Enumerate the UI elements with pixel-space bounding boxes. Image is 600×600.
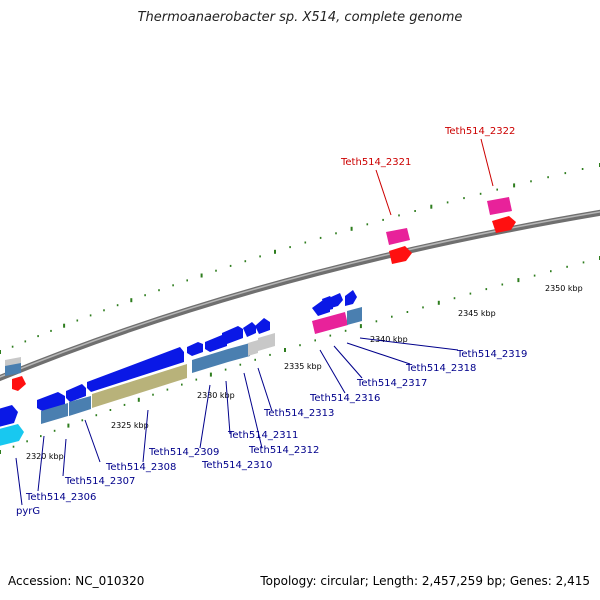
- scale-label-2345: 2345 kbp: [458, 309, 496, 318]
- gene-features: [0, 290, 362, 447]
- gene-feature-olive[interactable]: [92, 364, 187, 408]
- gene-labels: pyrG Teth514_2306 Teth514_2307 Teth514_2…: [16, 126, 527, 517]
- gene-label-teth514-2319[interactable]: Teth514_2319: [456, 349, 527, 360]
- leader-teth514-2318: [346, 342, 411, 365]
- gene-label-teth514-2307[interactable]: Teth514_2307: [64, 476, 135, 487]
- gene-label-pyrG[interactable]: pyrG: [16, 506, 40, 517]
- gene-label-teth514-2316[interactable]: Teth514_2316: [309, 393, 380, 404]
- scale-label-2325: 2325 kbp: [111, 421, 149, 430]
- gene-feature-magenta-1[interactable]: [312, 312, 348, 334]
- gene-feature-steel-1[interactable]: [41, 403, 68, 424]
- gene-label-teth514-2309[interactable]: Teth514_2309: [148, 447, 219, 458]
- leader-teth514-2308: [84, 419, 101, 463]
- gene-feature-gray-2[interactable]: [248, 340, 258, 356]
- gene-label-teth514-2306[interactable]: Teth514_2306: [25, 492, 96, 503]
- gene-feature-teth514-2318[interactable]: [331, 293, 343, 308]
- gene-label-teth514-2311[interactable]: Teth514_2311: [227, 430, 298, 441]
- leader-teth514-2307: [62, 438, 67, 477]
- gene-feature-red-2321[interactable]: [389, 246, 412, 264]
- gene-label-teth514-2318[interactable]: Teth514_2318: [405, 363, 476, 374]
- leader-teth514-2321: [375, 169, 392, 216]
- gene-label-teth514-2312[interactable]: Teth514_2312: [248, 445, 319, 456]
- gene-feature-red-2322[interactable]: [492, 216, 516, 233]
- gene-label-teth514-2322[interactable]: Teth514_2322: [444, 126, 515, 137]
- leader-teth514-2316: [319, 349, 346, 394]
- gene-feature-gray-1[interactable]: [258, 333, 275, 351]
- gene-feature-steel-5[interactable]: [347, 307, 362, 325]
- scale-label-2330: 2330 kbp: [197, 391, 235, 400]
- gene-feature-steel-3[interactable]: [192, 349, 228, 373]
- gene-label-teth514-2313[interactable]: Teth514_2313: [263, 408, 334, 419]
- gene-label-teth514-2308[interactable]: Teth514_2308: [105, 462, 176, 473]
- label-leader-lines: [15, 138, 494, 506]
- gene-feature-teth514-2319[interactable]: [345, 290, 357, 306]
- gene-label-teth514-2317[interactable]: Teth514_2317: [356, 378, 427, 389]
- leader-teth514-2310: [199, 384, 211, 449]
- gene-label-teth514-2321[interactable]: Teth514_2321: [340, 157, 411, 168]
- gene-feature-teth514-2307[interactable]: [66, 384, 86, 402]
- gene-feature-pyrG[interactable]: [0, 424, 24, 447]
- leader-teth514-2319: [359, 337, 459, 351]
- gene-feature-teth514-2308[interactable]: [87, 347, 184, 392]
- leader-teth514-2313: [257, 367, 273, 412]
- scale-label-2335: 2335 kbp: [284, 362, 322, 371]
- scale-label-2320: 2320 kbp: [26, 452, 64, 461]
- gene-feature-blue[interactable]: [0, 405, 18, 428]
- inner-tick-track: [0, 256, 600, 454]
- outer-tick-track: [0, 163, 600, 354]
- map-title: Thermoanaerobacter sp. X514, complete ge…: [137, 10, 463, 25]
- outer-gene-features: [386, 197, 516, 264]
- gene-label-teth514-2310[interactable]: Teth514_2310: [201, 460, 272, 471]
- accession-text: Accession: NC_010320: [8, 574, 145, 588]
- gene-feature-steel-2[interactable]: [69, 396, 91, 416]
- leader-pyrG: [15, 457, 23, 506]
- leader-teth514-2317: [333, 345, 363, 379]
- gene-feature-teth514-2311[interactable]: [222, 326, 243, 344]
- gene-feature-teth514-2317[interactable]: [322, 296, 333, 311]
- scale-label-2350: 2350 kbp: [545, 284, 583, 293]
- leader-teth514-2306: [37, 435, 45, 492]
- leader-teth514-2311: [225, 380, 231, 435]
- leader-teth514-2309: [142, 409, 149, 463]
- scale-label-2340: 2340 kbp: [370, 335, 408, 344]
- leader-teth514-2312: [243, 372, 263, 449]
- gene-feature-steel-4[interactable]: [228, 343, 250, 362]
- leader-teth514-2322: [480, 138, 494, 187]
- gene-feature-teth514-2312[interactable]: [243, 322, 256, 337]
- gene-feature-teth514-2322[interactable]: [487, 197, 512, 215]
- gene-feature-red-1[interactable]: [12, 376, 26, 391]
- gene-feature-teth514-2313[interactable]: [255, 318, 270, 334]
- gene-feature-teth514-2321[interactable]: [386, 228, 410, 245]
- gene-feature-teth514-2309[interactable]: [187, 342, 203, 356]
- genome-summary-text: Topology: circular; Length: 2,457,259 bp…: [260, 574, 590, 588]
- gene-feature-teth514-2310[interactable]: [205, 335, 227, 352]
- gene-feature-steel-6[interactable]: [5, 363, 21, 376]
